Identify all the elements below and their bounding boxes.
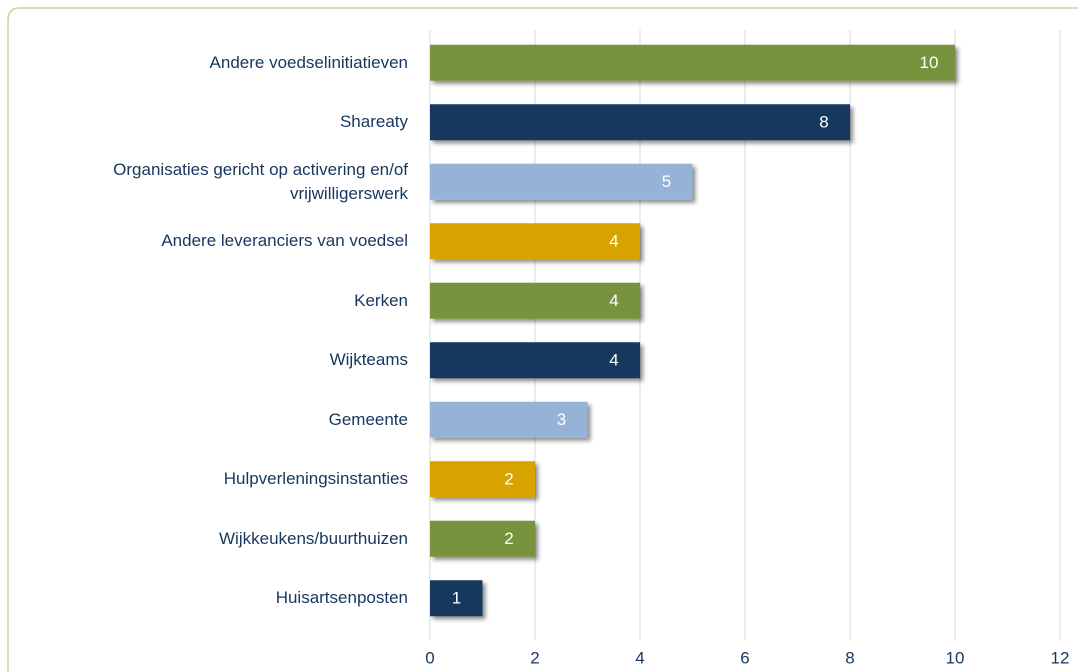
bar — [430, 44, 955, 81]
value-label: 5 — [662, 172, 671, 191]
chart-border — [7, 7, 1078, 672]
bar — [430, 104, 850, 141]
x-tick-label: 10 — [946, 648, 965, 667]
value-label: 4 — [609, 232, 618, 251]
x-tick-label: 0 — [425, 648, 434, 667]
value-label: 1 — [452, 589, 461, 608]
bar — [430, 520, 535, 557]
bar — [430, 342, 640, 379]
category-label: Hulpverleningsinstanties — [223, 469, 408, 489]
bar — [430, 461, 535, 498]
value-label: 10 — [920, 53, 939, 72]
x-tick-label: 4 — [635, 648, 644, 667]
value-label: 3 — [557, 410, 566, 429]
category-label: Kerken — [354, 290, 408, 310]
value-label: 2 — [504, 470, 513, 489]
category-label: Andere leveranciers van voedsel — [161, 231, 408, 251]
x-tick-label: 2 — [530, 648, 539, 667]
category-label: Gemeente — [328, 409, 408, 429]
x-tick-label: 8 — [845, 648, 854, 667]
value-label: 8 — [819, 113, 828, 132]
category-label: Wijkkeukens/buurthuizen — [219, 528, 408, 548]
category-label: Huisartsenposten — [275, 588, 408, 608]
value-label: 2 — [504, 529, 513, 548]
value-label: 4 — [609, 351, 618, 370]
category-label: Shareaty — [339, 112, 408, 132]
category-label: Organisaties gericht op activering en/of… — [113, 159, 408, 203]
bar — [430, 580, 483, 617]
category-label: Andere voedselinitiatieven — [209, 52, 408, 72]
x-tick-label: 12 — [1051, 648, 1070, 667]
value-label: 4 — [609, 291, 618, 310]
bar — [430, 401, 588, 438]
bar — [430, 163, 693, 200]
x-tick-label: 6 — [740, 648, 749, 667]
category-label: Wijkteams — [329, 350, 408, 370]
bar — [430, 282, 640, 319]
bar — [430, 223, 640, 260]
